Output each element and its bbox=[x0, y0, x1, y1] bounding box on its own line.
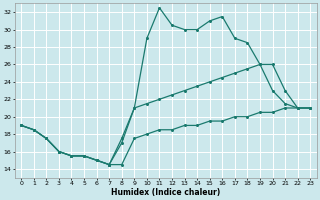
X-axis label: Humidex (Indice chaleur): Humidex (Indice chaleur) bbox=[111, 188, 220, 197]
